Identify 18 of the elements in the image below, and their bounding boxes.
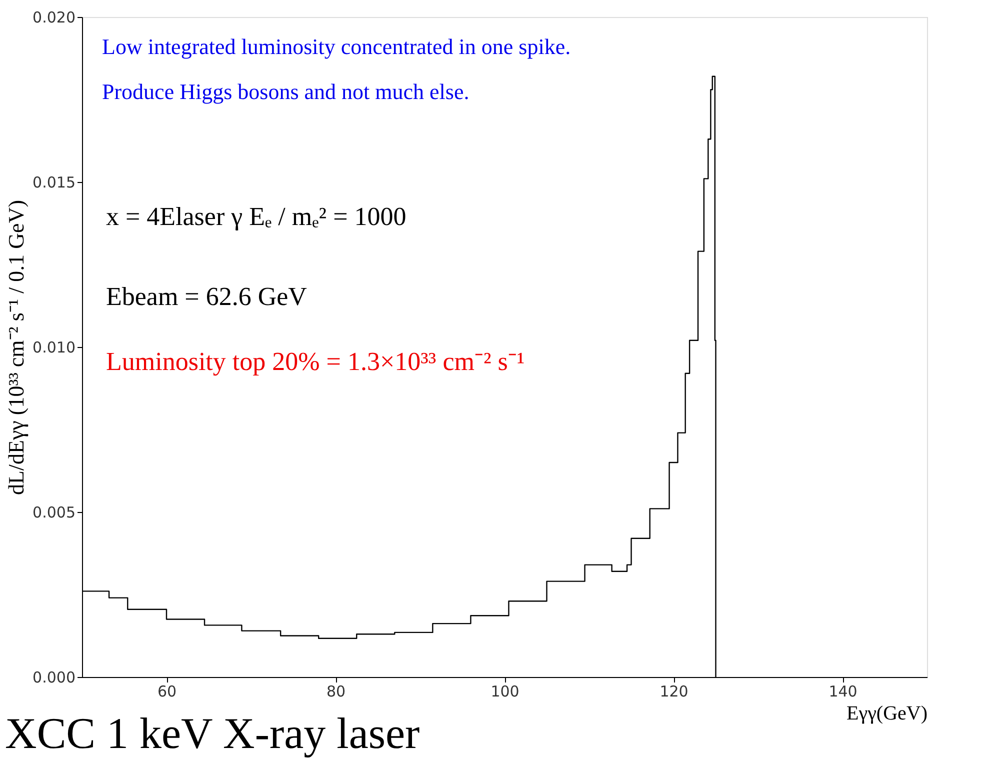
annotation: x = 4Elaser γ Eₑ / mₑ² = 1000 [106, 202, 406, 231]
annotation: Luminosity top 20% = 1.3×10³³ cm⁻² s⁻¹ [106, 347, 525, 376]
x-tick-label: 60 [157, 682, 177, 700]
x-tick-label: 140 [828, 682, 858, 700]
y-tick-label: 0.015 [32, 174, 76, 192]
y-tick-label: 0.000 [32, 668, 76, 686]
annotation: Produce Higgs bosons and not much else. [102, 79, 470, 104]
y-tick-label: 0.005 [32, 504, 76, 522]
x-tick-label: 80 [326, 682, 346, 700]
y-axis-title: dL/dEγγ (10³³ cm⁻² s⁻¹ / 0.1 GeV) [4, 200, 29, 496]
x-tick-label: 120 [660, 682, 688, 700]
annotation: Ebeam = 62.6 GeV [106, 282, 308, 311]
text: XCC 1 keV X-ray laser [5, 709, 420, 758]
y-tick-label: 0.010 [32, 338, 76, 356]
x-axis-title: Eγγ(GeV) [846, 702, 928, 724]
x-tick-label: 100 [490, 682, 520, 700]
annotation: Low integrated luminosity concentrated in one spike. [102, 34, 571, 59]
y-tick-label: 0.020 [32, 8, 76, 26]
